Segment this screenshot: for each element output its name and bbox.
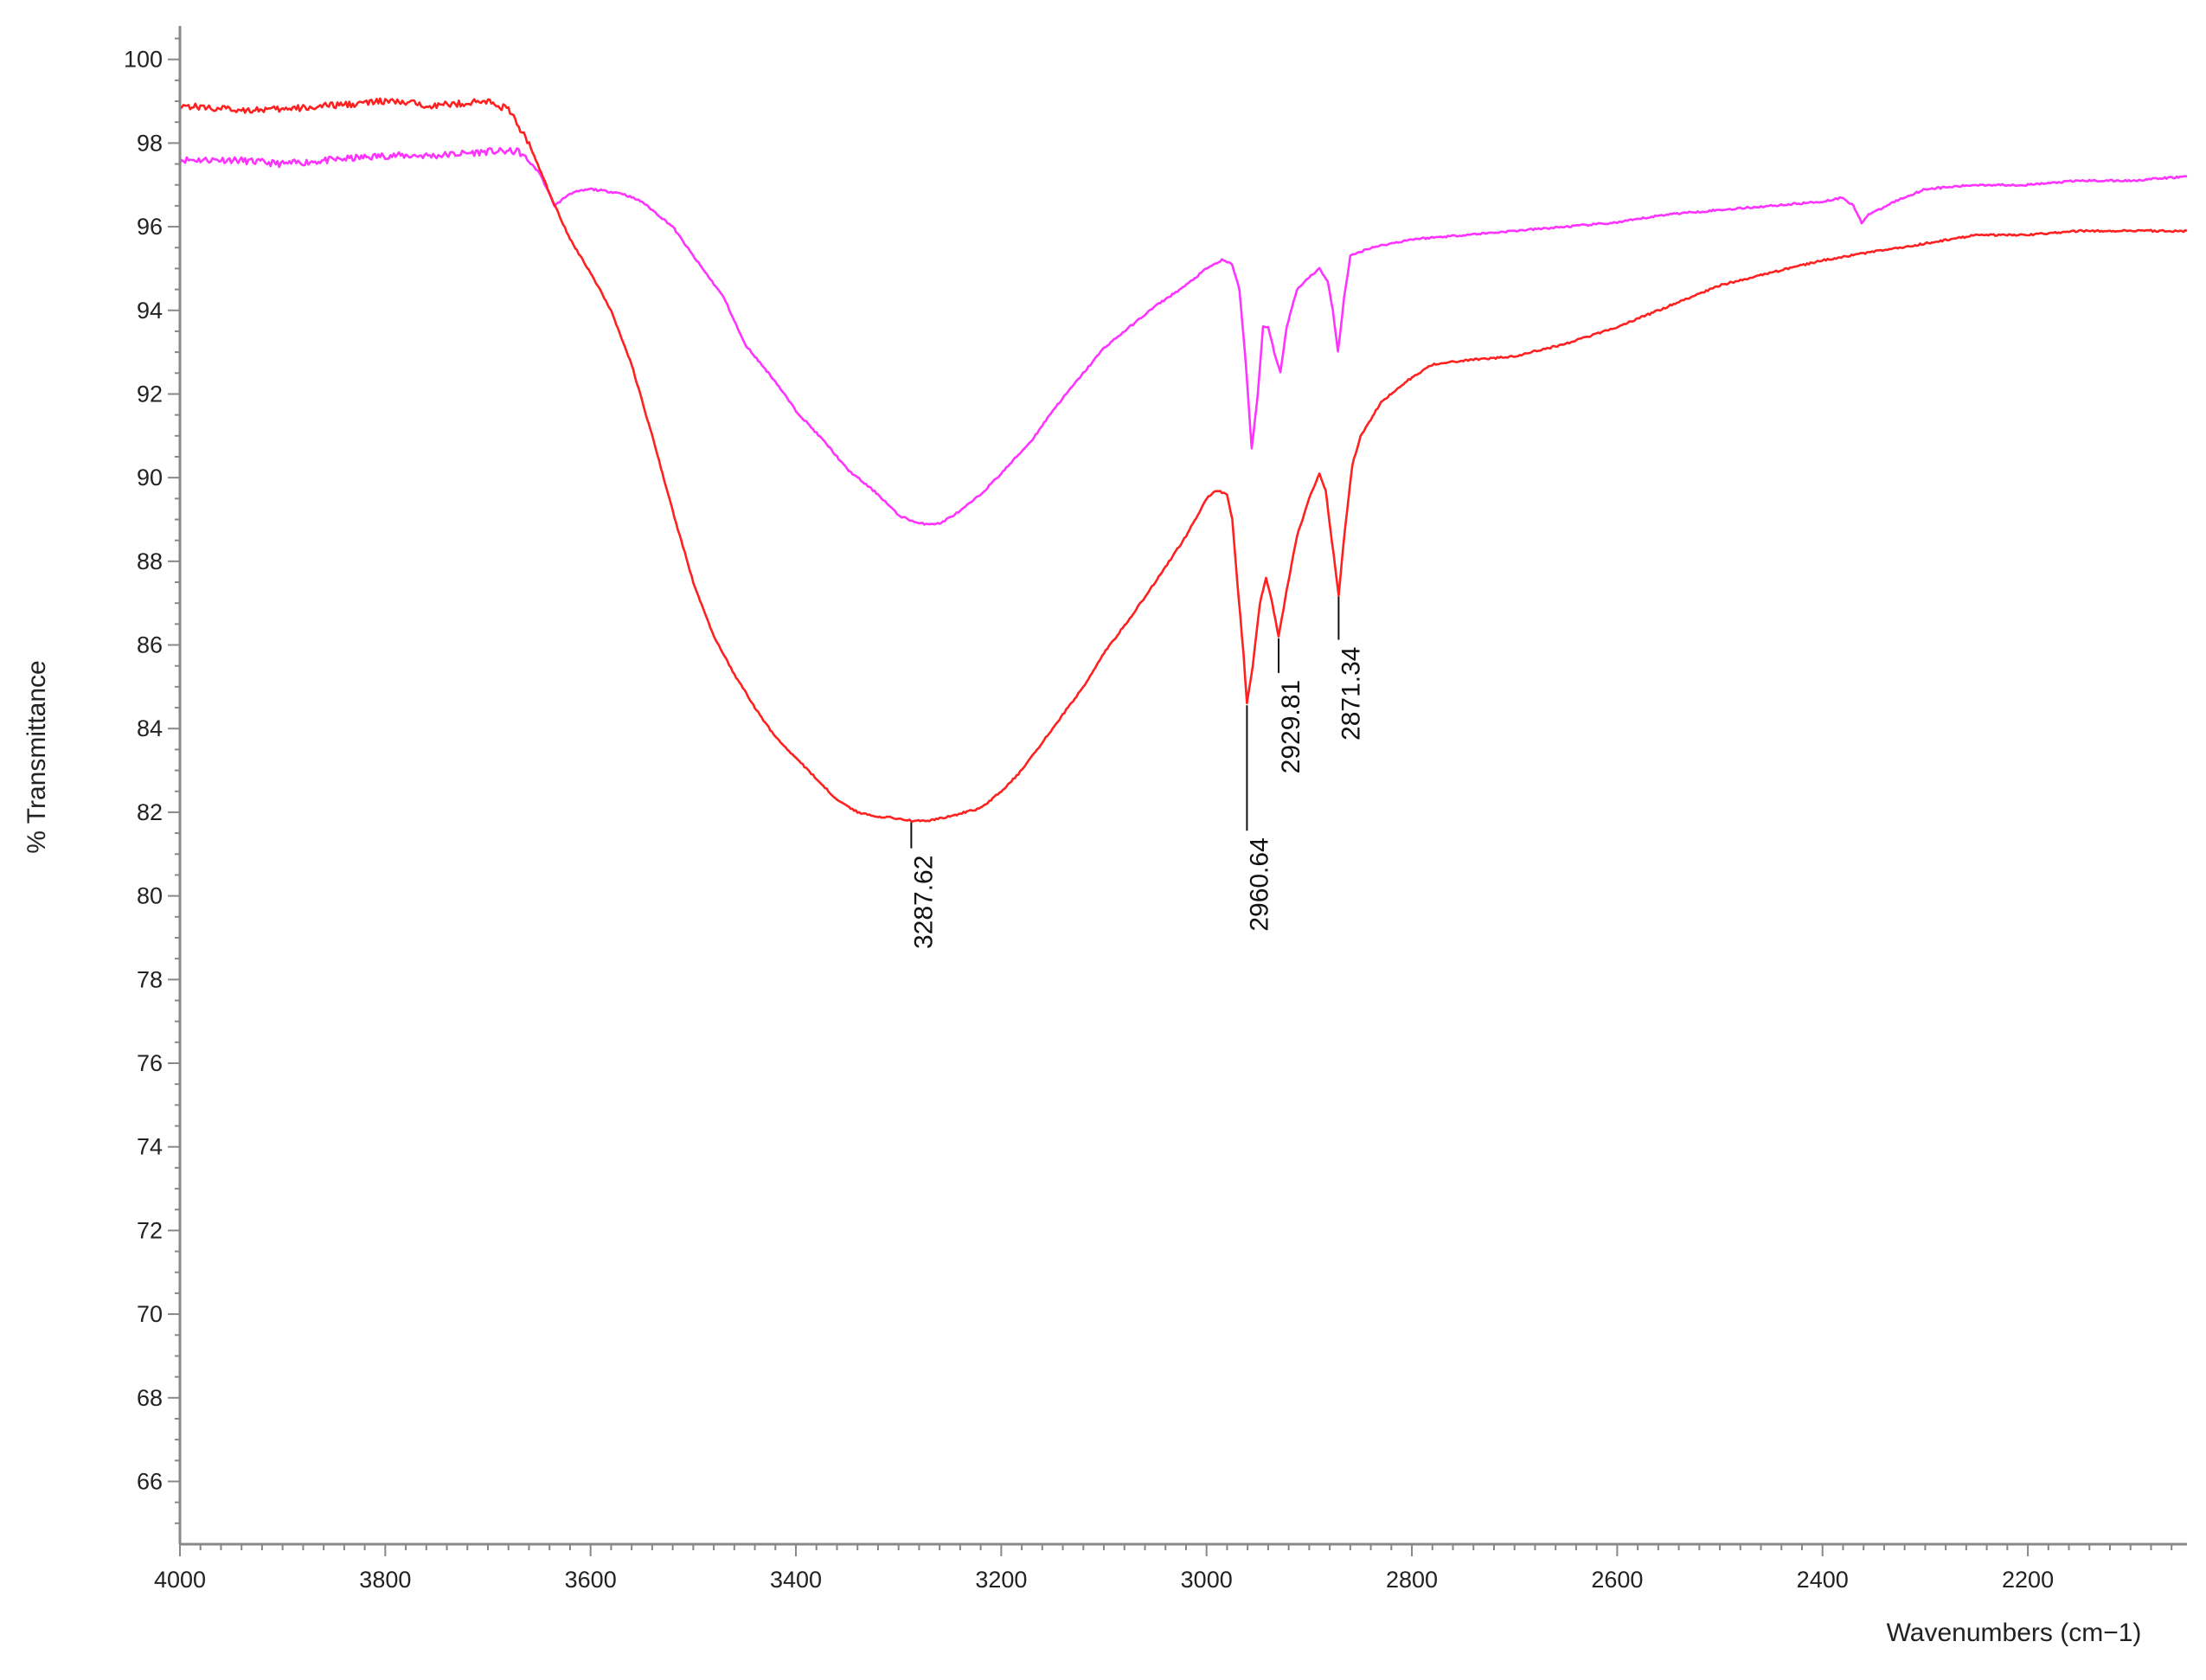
y-tick-label: 96 <box>137 214 163 240</box>
y-tick-label: 88 <box>137 548 163 574</box>
axes: 100 98 96 94 92 90 88 86 84 82 80 78 76 74 72 70 68 66 40… <box>124 26 2187 1593</box>
y-tick-label: 78 <box>137 966 163 992</box>
x-tick-label: 3000 <box>1181 1567 1233 1593</box>
y-axis-ticks: 100 98 96 94 92 90 88 86 84 82 80 78 76 74 72 70 68 66 <box>124 37 180 1524</box>
y-tick-label: 72 <box>137 1217 163 1243</box>
x-tick-label: 2200 <box>2002 1567 2054 1593</box>
x-tick-label: 2400 <box>1797 1567 1849 1593</box>
plot-lines <box>178 97 2188 823</box>
x-tick-label: 3200 <box>975 1567 1027 1593</box>
x-axis-title: Wavenumbers (cm−1) <box>1887 1619 2142 1647</box>
x-tick-label: 2600 <box>1591 1567 1643 1593</box>
y-tick-label: 66 <box>137 1468 163 1494</box>
spectrum-line-2 <box>179 97 2188 823</box>
y-tick-label: 86 <box>137 632 163 658</box>
y-tick-label: 100 <box>124 47 163 73</box>
spectrum-line-1 <box>178 146 2188 526</box>
y-tick-label: 98 <box>137 130 163 156</box>
x-axis-ticks: 4000 3800 3600 3400 3200 3000 2800 2600 2400 2200 <box>154 1544 2173 1593</box>
peak-label: 2871.34 <box>1337 647 1365 741</box>
y-tick-label: 92 <box>137 381 163 407</box>
peak-annotations: 3287.62 2960.64 2929.81 2871.34 <box>909 596 1365 949</box>
y-tick-label: 94 <box>137 298 163 324</box>
y-tick-label: 84 <box>137 715 163 741</box>
y-tick-label: 68 <box>137 1385 163 1411</box>
y-tick-label: 82 <box>137 799 163 825</box>
x-tick-label: 2800 <box>1386 1567 1438 1593</box>
y-tick-label: 90 <box>137 465 163 491</box>
x-tick-label: 3600 <box>565 1567 617 1593</box>
x-tick-label: 3800 <box>359 1567 411 1593</box>
y-tick-label: 74 <box>137 1134 163 1160</box>
y-tick-label: 76 <box>137 1050 163 1076</box>
x-tick-label: 4000 <box>154 1567 206 1593</box>
y-tick-label: 70 <box>137 1301 163 1327</box>
y-axis-title: % Transmittance <box>22 660 51 853</box>
peak-label: 3287.62 <box>909 856 938 949</box>
peak-label: 2929.81 <box>1277 680 1305 773</box>
peak-label: 2960.64 <box>1245 837 1273 931</box>
x-tick-label: 3400 <box>770 1567 822 1593</box>
y-tick-label: 80 <box>137 883 163 909</box>
